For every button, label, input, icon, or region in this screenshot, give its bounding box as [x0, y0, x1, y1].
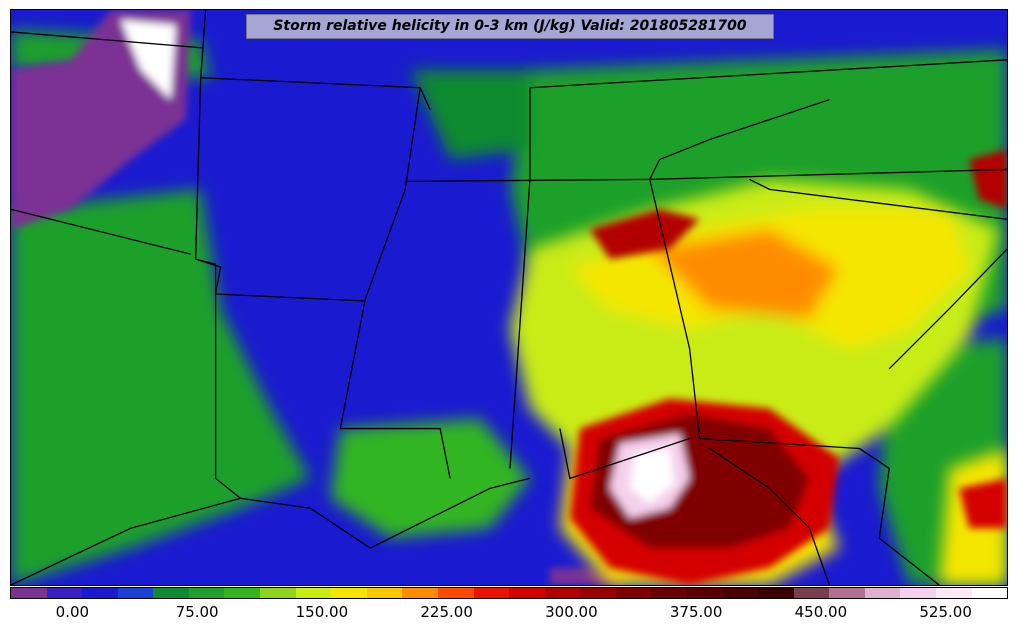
colorbar-segment: [260, 588, 296, 598]
colorbar-segment: [117, 588, 154, 598]
colorbar-segment: [295, 588, 332, 598]
colorbar-tick-label: 0.00: [55, 603, 90, 621]
colorbar-segment: [580, 588, 616, 598]
colorbar-segment: [686, 588, 723, 598]
state-borders: [11, 10, 1007, 585]
colorbar-segment: [366, 588, 403, 598]
map-panel: [10, 9, 1008, 586]
colorbar-tick-label: 300.00: [545, 603, 598, 621]
colorbar-segment: [900, 588, 937, 598]
colorbar-tick-label: 225.00: [420, 603, 473, 621]
colorbar-tick-label: 375.00: [669, 603, 723, 621]
colorbar-tick-label: 75.00: [175, 603, 219, 621]
colorbar-segment: [829, 588, 865, 598]
colorbar-segment: [544, 588, 581, 598]
colorbar-segment: [651, 588, 687, 598]
colorbar-segment: [864, 588, 901, 598]
colorbar-segment: [437, 588, 474, 598]
colorbar-segment: [473, 588, 510, 598]
colorbar-segment: [46, 588, 83, 598]
colorbar-segment: [509, 588, 545, 598]
colorbar-segment: [331, 588, 367, 598]
helicity-field-map: [11, 10, 1007, 585]
colorbar-tick-label: 450.00: [794, 603, 848, 621]
colorbar-tick-label: 150.00: [295, 603, 349, 621]
colorbar-segment: [758, 588, 794, 598]
colorbar-segment: [936, 588, 972, 598]
colorbar-segment: [11, 588, 47, 598]
colorbar-segment: [722, 588, 759, 598]
colorbar: [10, 587, 1008, 599]
map-title: Storm relative helicity in 0-3 km (J/kg)…: [246, 14, 774, 39]
colorbar-tick-label: 525.00: [919, 603, 972, 621]
colorbar-segment: [224, 588, 261, 598]
colorbar-segment: [793, 588, 830, 598]
colorbar-segment: [188, 588, 225, 598]
colorbar-segment: [82, 588, 118, 598]
colorbar-segment: [153, 588, 189, 598]
colorbar-segment: [402, 588, 438, 598]
colorbar-tick-labels: 0.00 75.00 150.00 225.00 300.00 375.00 450.00 5…: [10, 601, 1008, 623]
colorbar-segment: [971, 588, 1008, 598]
colorbar-segment: [615, 588, 652, 598]
